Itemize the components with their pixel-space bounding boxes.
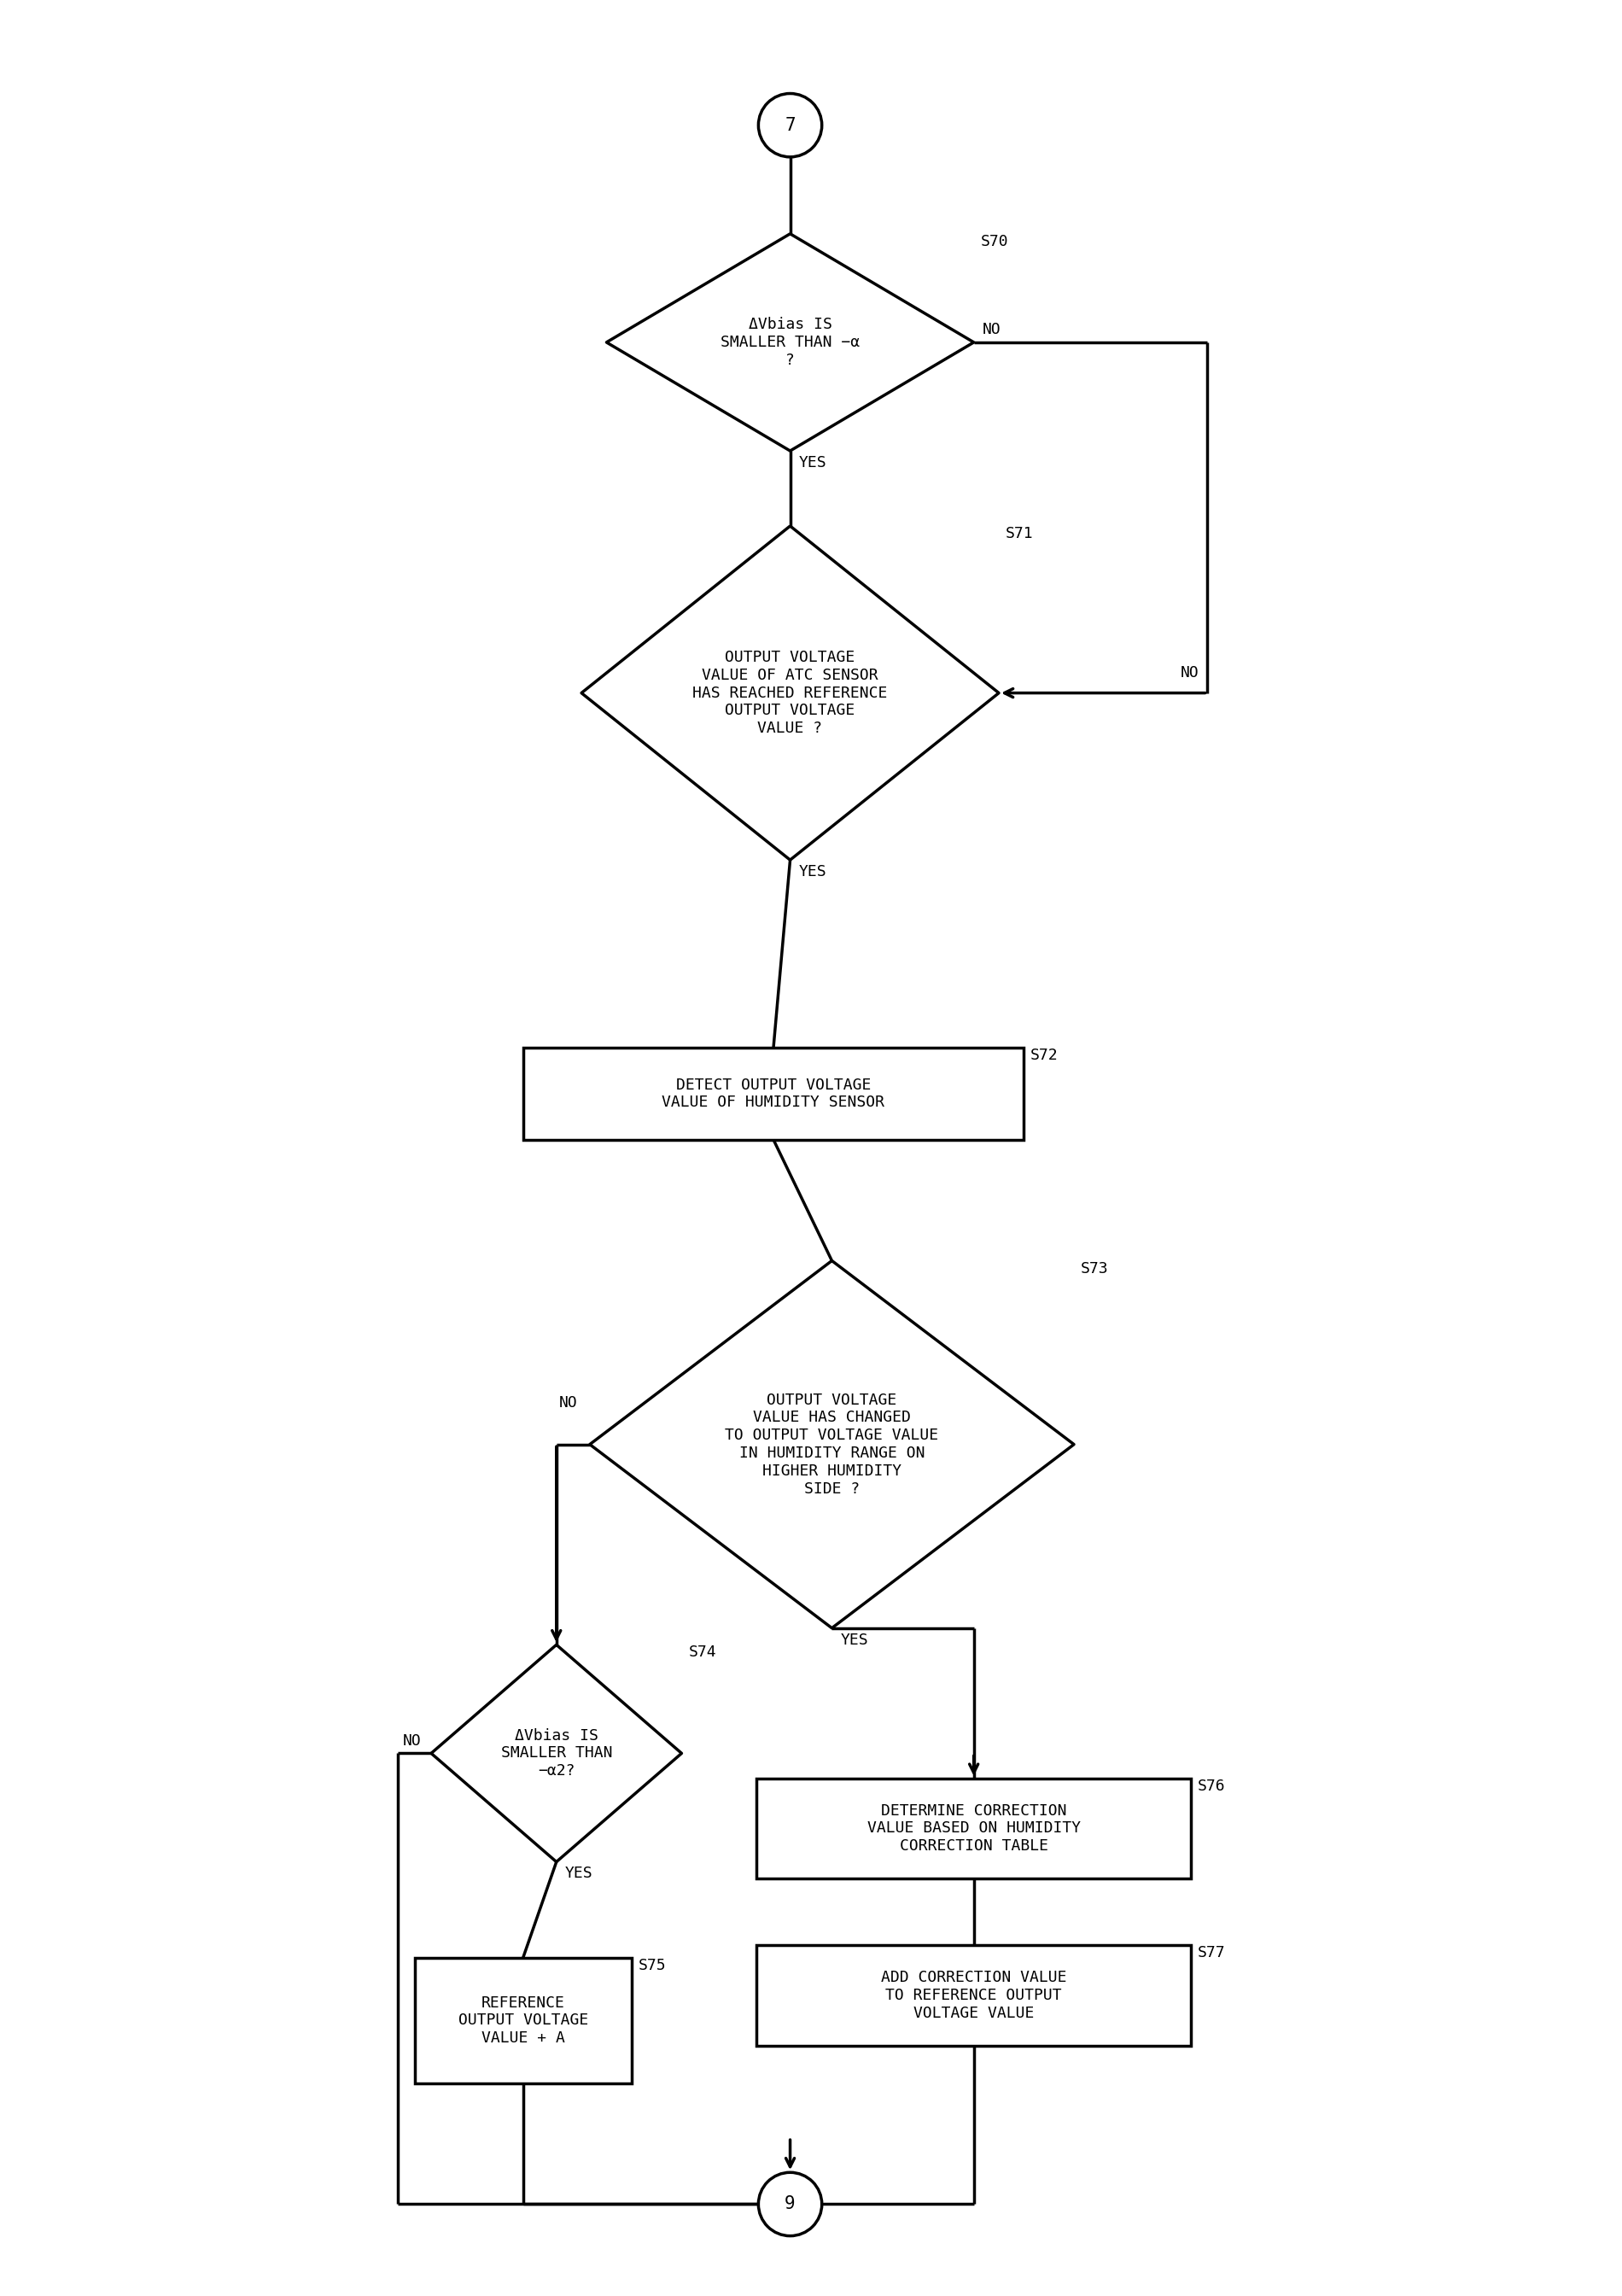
Bar <box>415 1958 631 2082</box>
Text: S77: S77 <box>1197 1945 1225 1961</box>
Bar <box>757 1779 1191 1878</box>
Bar <box>522 1047 1023 1139</box>
Text: ΔVbias IS
SMALLER THAN
−α2?: ΔVbias IS SMALLER THAN −α2? <box>501 1729 611 1779</box>
Text: REFERENCE
OUTPUT VOLTAGE
VALUE + A: REFERENCE OUTPUT VOLTAGE VALUE + A <box>457 1995 589 2046</box>
Text: DETERMINE CORRECTION
VALUE BASED ON HUMIDITY
CORRECTION TABLE: DETERMINE CORRECTION VALUE BASED ON HUMI… <box>868 1802 1080 1853</box>
Text: NO: NO <box>1181 666 1199 680</box>
Text: S72: S72 <box>1030 1047 1059 1063</box>
Text: DETECT OUTPUT VOLTAGE
VALUE OF HUMIDITY SENSOR: DETECT OUTPUT VOLTAGE VALUE OF HUMIDITY … <box>662 1077 886 1111</box>
Text: 9: 9 <box>785 2195 795 2213</box>
Text: S73: S73 <box>1080 1261 1108 1277</box>
Text: S75: S75 <box>637 1958 667 1972</box>
Text: OUTPUT VOLTAGE
VALUE HAS CHANGED
TO OUTPUT VOLTAGE VALUE
IN HUMIDITY RANGE ON
HI: OUTPUT VOLTAGE VALUE HAS CHANGED TO OUTP… <box>725 1391 939 1497</box>
Text: NO: NO <box>558 1396 577 1410</box>
Text: S76: S76 <box>1197 1779 1225 1793</box>
Text: OUTPUT VOLTAGE
VALUE OF ATC SENSOR
HAS REACHED REFERENCE
OUTPUT VOLTAGE
VALUE ?: OUTPUT VOLTAGE VALUE OF ATC SENSOR HAS R… <box>693 650 887 737</box>
Text: YES: YES <box>564 1867 592 1880</box>
Bar <box>757 1945 1191 2046</box>
Text: S74: S74 <box>688 1644 717 1660</box>
Text: NO: NO <box>402 1733 422 1750</box>
Text: ΔVbias IS
SMALLER THAN −α
?: ΔVbias IS SMALLER THAN −α ? <box>720 317 860 367</box>
Text: YES: YES <box>798 455 826 471</box>
Text: YES: YES <box>840 1632 868 1649</box>
Text: 7: 7 <box>785 117 795 133</box>
Text: NO: NO <box>983 321 1001 338</box>
Text: S70: S70 <box>980 234 1009 250</box>
Text: S71: S71 <box>1006 526 1033 542</box>
Text: ADD CORRECTION VALUE
TO REFERENCE OUTPUT
VOLTAGE VALUE: ADD CORRECTION VALUE TO REFERENCE OUTPUT… <box>881 1970 1067 2020</box>
Text: YES: YES <box>798 863 826 879</box>
